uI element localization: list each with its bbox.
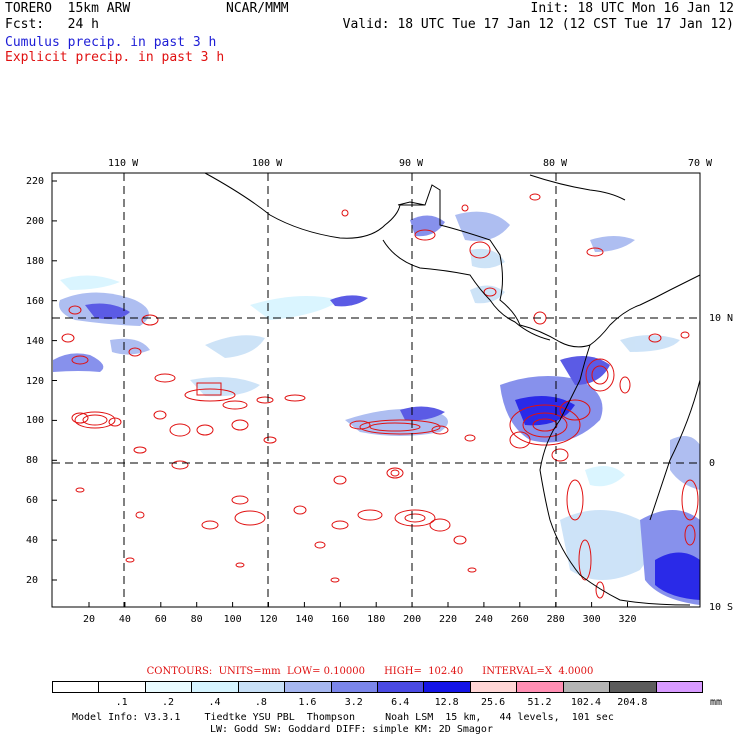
y-tick-label: 80 — [26, 455, 39, 467]
y-tick-label: 60 — [26, 495, 39, 507]
x-tick-label: 100 — [223, 614, 242, 625]
colorbar-units: mm — [710, 697, 723, 708]
cumulus-legend: Cumulus precip. in past 3 h — [5, 35, 217, 50]
y-tick-label: 220 — [26, 176, 45, 187]
lon-label-80w: 80 W — [543, 158, 568, 169]
model-info: Model Info: V3.3.1 Tiedtke YSU PBL Thomp… — [72, 712, 614, 723]
colorbar-swatch — [423, 681, 471, 693]
y-tick-label: 200 — [26, 215, 45, 227]
model-physics: LW: Godd SW: Goddard DIFF: simple KM: 2D… — [210, 724, 493, 735]
y-tick-label: 120 — [26, 375, 45, 387]
x-tick-label: 160 — [331, 614, 350, 625]
coastlines — [204, 172, 701, 606]
model-title: TORERO 15km ARW — [5, 1, 131, 16]
colorbar-swatch — [377, 681, 425, 693]
explicit-legend: Explicit precip. in past 3 h — [5, 50, 225, 65]
lat-label-10n: 10 N — [709, 313, 734, 324]
colorbar-label: .4 — [208, 697, 221, 708]
colorbar-label: 12.8 — [434, 697, 459, 708]
colorbar-swatch — [655, 681, 703, 693]
colorbar-swatch — [191, 681, 239, 693]
x-tick-label: 300 — [582, 614, 601, 625]
colorbar-swatch — [562, 681, 611, 693]
colorbar-swatch — [330, 681, 378, 693]
colorbar-swatch — [469, 681, 518, 693]
lat-label-10s: 10 S — [709, 602, 734, 613]
x-tick-label: 220 — [438, 614, 458, 625]
org-label: NCAR/MMM — [226, 1, 289, 16]
valid-time: Valid: 18 UTC Tue 17 Jan 12 (12 CST Tue … — [342, 17, 734, 32]
explicit-contours — [61, 193, 699, 599]
init-time: Init: 18 UTC Mon 16 Jan 12 — [530, 1, 735, 16]
y-tick-label: 40 — [26, 535, 39, 547]
lat-label-0: 0 — [709, 458, 716, 469]
lon-label-90w: 90 W — [399, 158, 424, 169]
colorbar-label: .1 — [115, 697, 128, 708]
x-tick-label: 60 — [154, 614, 167, 625]
y-tick-label: 100 — [26, 415, 45, 427]
x-tick-label: 180 — [367, 614, 386, 625]
contour-info: CONTOURS: UNITS=mm LOW= 0.10000 HIGH= 10… — [146, 666, 594, 677]
forecast-hour: Fcst: 24 h — [5, 17, 99, 32]
colorbar-label: 1.6 — [298, 697, 317, 708]
lat-lon-grid — [52, 173, 700, 607]
colorbar-label: 3.2 — [344, 697, 363, 708]
colorbar-swatch — [237, 681, 286, 693]
y-tick-label: 20 — [26, 575, 39, 586]
lon-label-110w: 110 W — [108, 158, 139, 169]
x-tick-label: 120 — [259, 614, 278, 625]
colorbar-label: 51.2 — [527, 697, 552, 708]
lon-label-70w: 70 W — [688, 158, 713, 169]
x-tick-label: 20 — [82, 614, 96, 625]
x-tick-label: 280 — [546, 614, 565, 625]
x-tick-label: 200 — [403, 614, 422, 625]
axis-ticks — [52, 180, 628, 607]
colorbar-swatch — [144, 681, 193, 693]
y-tick-label: 160 — [26, 295, 45, 307]
colorbar-swatch — [609, 681, 657, 693]
x-tick-label: 240 — [474, 614, 493, 625]
colorbar-swatch — [52, 681, 100, 693]
x-tick-label: 320 — [618, 614, 637, 625]
colorbar-label: .2 — [162, 697, 175, 708]
x-tick-label: 140 — [295, 614, 314, 625]
colorbar-label: 204.8 — [617, 697, 648, 708]
colorbar-swatch — [516, 681, 564, 693]
y-tick-label: 180 — [26, 255, 45, 267]
colorbar-label: 102.4 — [570, 697, 601, 708]
colorbar-label: 6.4 — [391, 697, 410, 708]
colorbar-swatch — [284, 681, 332, 693]
x-tick-label: 40 — [118, 614, 131, 625]
lon-label-100w: 100 W — [252, 158, 283, 169]
colorbar-label: 25.6 — [481, 697, 506, 708]
y-tick-label: 140 — [26, 335, 45, 347]
colorbar-swatch — [98, 681, 146, 693]
cumulus-shading — [53, 211, 700, 605]
x-tick-label: 80 — [190, 614, 203, 625]
x-tick-label: 260 — [510, 614, 529, 625]
colorbar-label: .8 — [254, 697, 267, 708]
